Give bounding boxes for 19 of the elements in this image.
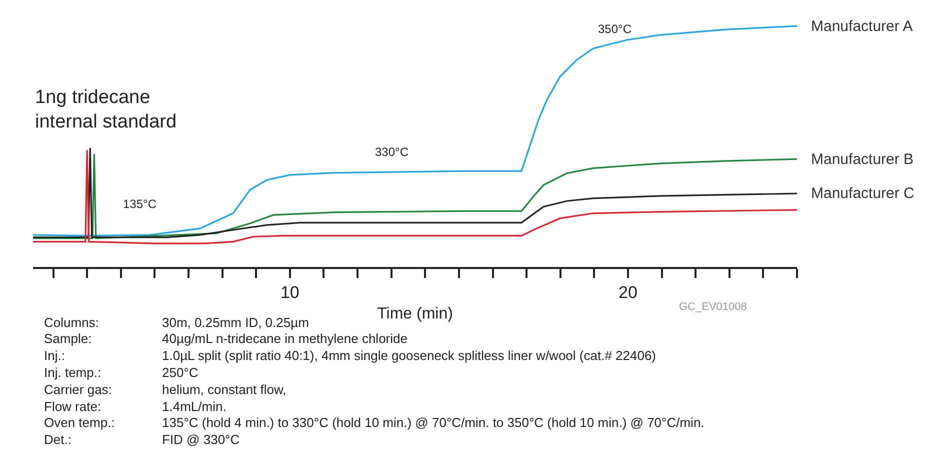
x-tick-label: 10 [280,283,300,302]
annotation: 330°C [375,145,409,159]
x-tick-label: 20 [618,283,638,302]
text: Oven temp.: 135°C (hold 4 min.) to 330°C (hold 10 min.) @ 70°C/min. to 350°C (hold 10 min.) @ 70°C/min. [44,415,704,430]
annotation: 1ng tridecane internal standard [35,87,177,133]
text: Det.: FID @ 330°C [44,432,240,447]
text: Inj.: 1.0µL split (split ratio 40:1), 4mm single gooseneck splitless liner w/wool (cat.# 22406) [44,348,656,363]
text: Sample: 40µg/mL n-tridecane in methylene chloride [44,331,408,346]
annotation: 350°C [598,22,632,36]
series-label: Manufacturer A [811,18,913,35]
text: Inj. temp.: 250°C [44,365,198,380]
x-axis-title: Time (min) [377,305,453,322]
text: Columns: 30m, 0.25mm ID, 0.25µm [44,315,309,330]
text: Flow rate: 1.4mL/min. [44,399,226,414]
text: GC_EV01008 [679,301,747,313]
series-label: Manufacturer C [811,185,915,202]
text: Carrier gas: helium, constant flow, [44,382,286,397]
annotation: 135°C [123,197,157,211]
series-label: Manufacturer B [811,151,914,168]
